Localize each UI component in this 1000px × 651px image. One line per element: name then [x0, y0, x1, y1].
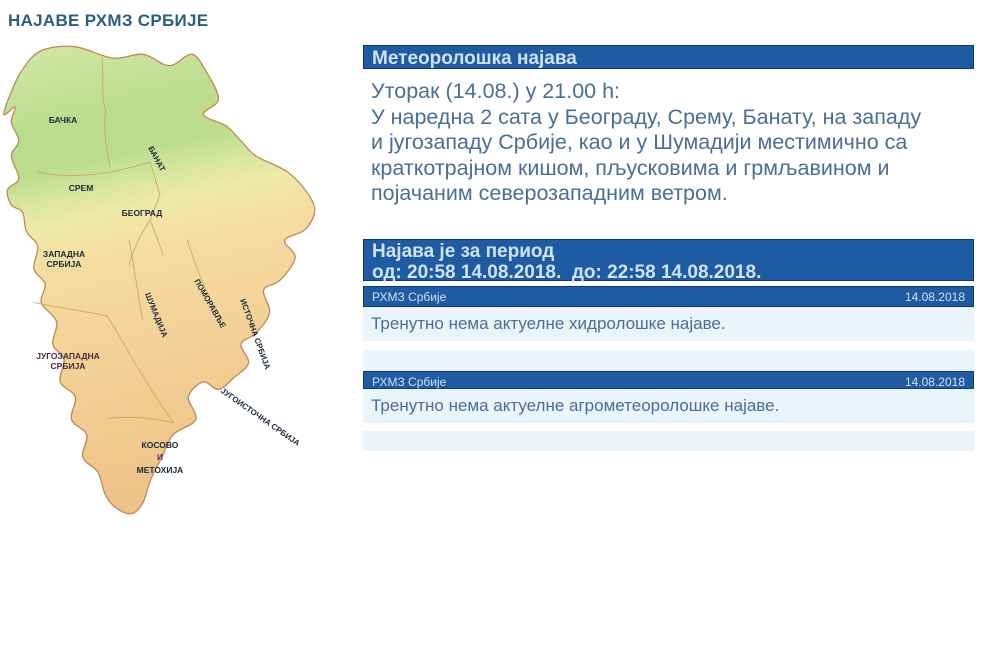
svg-text:БЕОГРАД: БЕОГРАД — [122, 208, 163, 218]
svg-text:ЗАПАДНА: ЗАПАДНА — [43, 249, 85, 259]
svg-text:СРЕМ: СРЕМ — [69, 183, 94, 193]
svg-text:СРБИЈА: СРБИЈА — [47, 259, 82, 269]
svg-text:И: И — [157, 452, 163, 462]
svg-text:ЈУГОЗАПАДНА: ЈУГОЗАПАДНА — [36, 351, 100, 361]
svg-text:БАЧКА: БАЧКА — [49, 115, 78, 125]
svg-text:КОСОВО: КОСОВО — [142, 440, 179, 450]
svg-text:ЈУГОИСТОЧНА СРБИЈА: ЈУГОИСТОЧНА СРБИЈА — [219, 386, 302, 448]
svg-text:СРБИЈА: СРБИЈА — [51, 361, 86, 371]
svg-text:МЕТОХИЈА: МЕТОХИЈА — [137, 465, 184, 475]
